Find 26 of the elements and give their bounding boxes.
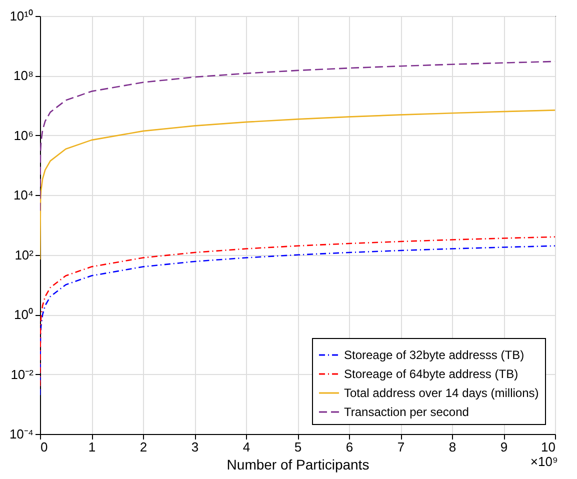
x-tick-label: 6 xyxy=(346,440,354,454)
y-tick-label: 10⁴ xyxy=(13,188,34,203)
legend-label: Storeage of 64byte address (TB) xyxy=(344,367,518,381)
x-tick-label: 1 xyxy=(88,440,96,454)
x-tick-label: 9 xyxy=(500,440,508,454)
x-axis-title: Number of Participants xyxy=(226,456,370,472)
x-tick-label: 10 xyxy=(541,440,556,454)
x-tick-label: 4 xyxy=(242,440,250,454)
y-tick-label: 10⁻⁴ xyxy=(9,426,34,442)
y-tick-label: 10⁸ xyxy=(14,68,34,84)
x-tick-label: 3 xyxy=(191,440,199,454)
x-tick-label: 2 xyxy=(140,440,148,454)
line-series xyxy=(40,110,555,260)
y-tick-label: 10² xyxy=(14,247,34,262)
x-tick-label: 5 xyxy=(294,440,302,454)
y-tick-label: 10⁻² xyxy=(10,366,34,382)
y-tick-label: 10⁶ xyxy=(14,128,34,143)
legend-label: Storeage of 32byte addresss (TB) xyxy=(344,348,524,362)
x-tick-label: 0 xyxy=(40,440,48,454)
x-tick-label: 8 xyxy=(448,440,456,454)
legend-label: Transaction per second xyxy=(344,405,469,419)
y-tick-label: 10¹⁰ xyxy=(10,8,34,24)
text: ×10⁹ xyxy=(530,454,558,469)
legend-label: Total address over 14 days (millions) xyxy=(344,386,539,400)
x-tick-label: 7 xyxy=(397,440,405,454)
y-tick-label: 10⁰ xyxy=(14,307,34,322)
